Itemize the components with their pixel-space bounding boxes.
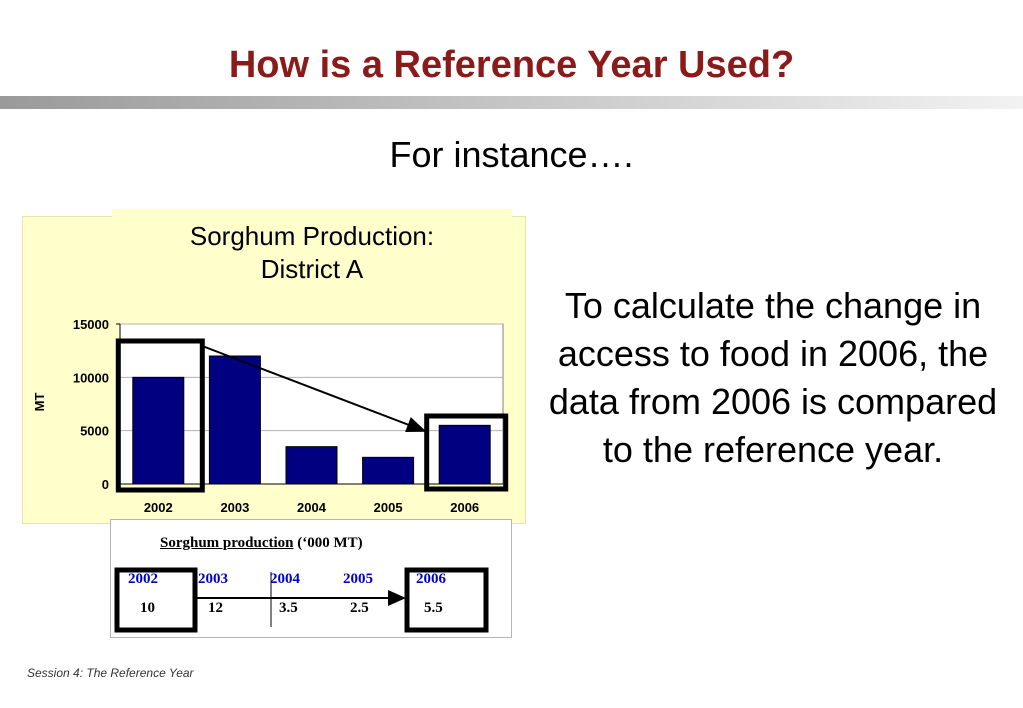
x-tick-label: 2002 <box>144 500 173 515</box>
table-value-2003: 12 <box>208 600 223 616</box>
table-title: Sorghum production (‘000 MT) <box>160 535 363 552</box>
chart-plot: 0 5000 10000 15000 MT 2002 2003 2004 2005 2006 <box>32 317 509 515</box>
table-year-2004: 2004 <box>270 571 300 587</box>
chart-title-line-1: Sorghum Production: <box>189 221 435 251</box>
slide-title: How is a Reference Year Used? <box>228 44 795 86</box>
bar <box>132 376 185 485</box>
x-tick-label: 2004 <box>297 500 327 515</box>
slide-footer: Session 4: The Reference Year <box>27 666 194 680</box>
table-value-2006: 5.5 <box>424 600 443 616</box>
table-title-main: Sorghum production <box>160 535 294 551</box>
table-year-2002: 2002 <box>128 571 158 587</box>
highlight-box-reference-year <box>115 338 205 493</box>
table-title-units: (‘000 MT) <box>293 535 363 551</box>
y-tick-label: 0 <box>102 477 109 492</box>
bar <box>438 424 491 485</box>
x-tick-label: 2003 <box>220 500 249 515</box>
chart-title: Sorghum Production: District A <box>112 220 512 286</box>
bar <box>208 355 261 485</box>
table-value-2005: 2.5 <box>350 600 369 616</box>
table-value-2004: 3.5 <box>279 600 298 616</box>
table-value-2002: 10 <box>140 600 155 616</box>
x-tick-label: 2006 <box>450 500 479 515</box>
bar <box>362 456 415 485</box>
table-year-2003: 2003 <box>198 571 228 587</box>
y-axis-label: MT <box>32 393 47 412</box>
highlight-box-comparison-year <box>424 413 509 492</box>
y-tick-label: 15000 <box>73 317 109 332</box>
slide-subtitle: For instance…. <box>389 134 634 175</box>
chart-title-box <box>112 209 512 299</box>
title-divider-bar <box>0 96 1023 109</box>
explanation-text: To calculate the change in access to foo… <box>548 285 998 470</box>
table-highlight-2002 <box>114 567 198 633</box>
comparison-arrow <box>201 345 427 433</box>
y-tick-label: 10000 <box>73 370 109 385</box>
x-tick-label: 2005 <box>374 500 403 515</box>
chart-title-line-2: District A <box>260 254 364 284</box>
y-tick-label: 5000 <box>80 424 109 439</box>
table-year-2005: 2005 <box>343 571 373 587</box>
table-highlight-2006 <box>404 567 489 633</box>
production-table <box>110 519 512 638</box>
table-year-2006: 2006 <box>416 571 446 587</box>
bar <box>285 446 338 485</box>
